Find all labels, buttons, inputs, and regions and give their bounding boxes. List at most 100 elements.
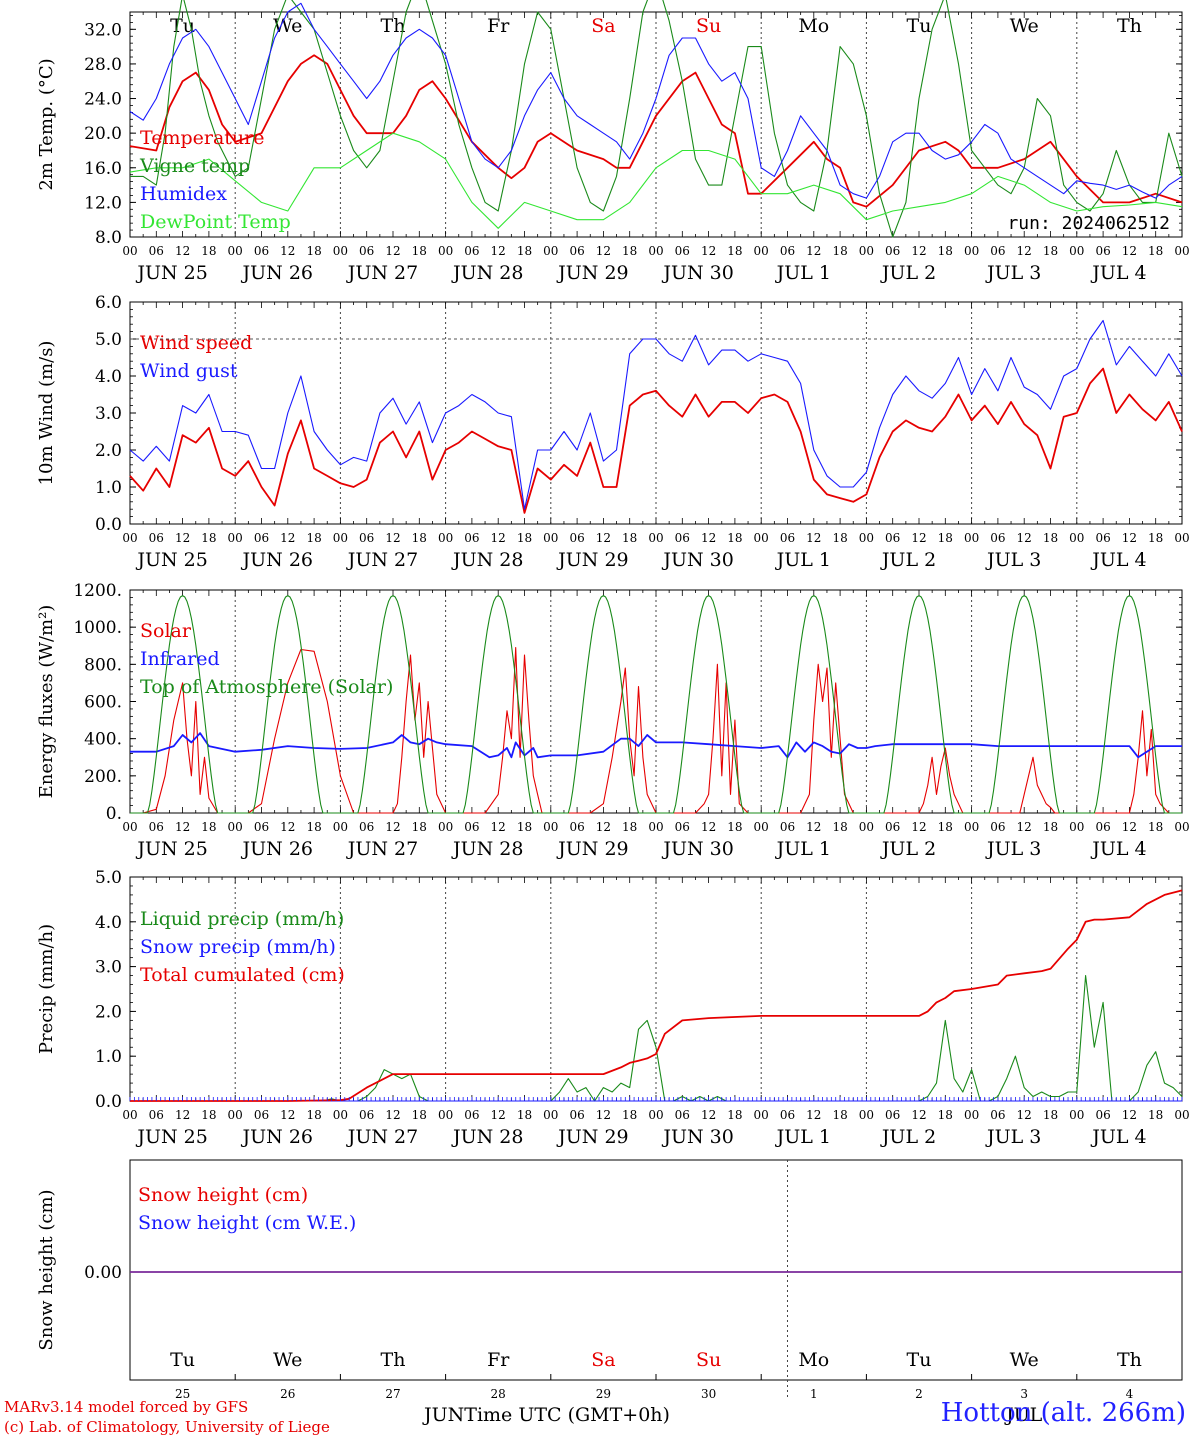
- hour-label: 12: [175, 820, 190, 834]
- hour-label: 18: [1043, 531, 1058, 545]
- day-label: JUN 28: [451, 549, 523, 571]
- day-label: JUN 25: [135, 549, 207, 571]
- hour-label: 12: [806, 1108, 821, 1122]
- day-number: 30: [701, 1387, 716, 1401]
- hour-label: 06: [569, 1108, 584, 1122]
- hour-label: 18: [201, 820, 216, 834]
- y-tick-label: 400.: [84, 730, 122, 750]
- hour-label: 06: [359, 244, 374, 258]
- weekday-label: We: [273, 1349, 302, 1371]
- hour-label: 00: [859, 244, 874, 258]
- hour-label: 12: [701, 820, 716, 834]
- hour-label: 00: [1174, 531, 1189, 545]
- hour-label: 12: [385, 531, 400, 545]
- hour-label: 06: [675, 820, 690, 834]
- legend-entry: Snow height (cm): [138, 1184, 308, 1206]
- hour-label: 06: [569, 244, 584, 258]
- weekday-label: Th: [381, 1349, 406, 1371]
- hour-label: 00: [438, 820, 453, 834]
- hour-label: 00: [1174, 1108, 1189, 1122]
- model-credit: MARv3.14 model forced by GFS: [4, 1398, 249, 1416]
- hour-label: 18: [1043, 1108, 1058, 1122]
- hour-label: 00: [543, 1108, 558, 1122]
- weekday-label: Th: [1117, 15, 1142, 37]
- hour-label: 18: [412, 1108, 427, 1122]
- y-tick-label: 12.0: [84, 193, 122, 213]
- weekday-label: Th: [1117, 1349, 1142, 1371]
- day-label: JUN 26: [241, 262, 313, 284]
- hour-label: 06: [149, 820, 164, 834]
- hour-label: 06: [885, 1108, 900, 1122]
- hour-label: 18: [622, 1108, 637, 1122]
- weekday-label: Mo: [798, 15, 829, 37]
- day-label: JUN 27: [346, 838, 418, 860]
- hour-label: 06: [1095, 244, 1110, 258]
- legend-entry: Infrared: [140, 648, 220, 670]
- hour-label: 00: [228, 1108, 243, 1122]
- hour-label: 06: [464, 820, 479, 834]
- hour-label: 00: [648, 820, 663, 834]
- weekday-label: We: [273, 15, 302, 37]
- station-name: Hotton (alt. 266m): [940, 1398, 1186, 1428]
- weekday-label: Fr: [487, 15, 510, 37]
- y-tick-label: 0.00: [84, 1263, 122, 1283]
- hour-label: 12: [491, 820, 506, 834]
- day-number: 25: [175, 1387, 190, 1401]
- hour-label: 00: [754, 244, 769, 258]
- series-line-3: [129, 2, 1183, 199]
- hour-label: 00: [1174, 244, 1189, 258]
- hour-label: 18: [517, 244, 532, 258]
- hour-label: 12: [175, 244, 190, 258]
- hour-label: 12: [596, 244, 611, 258]
- y-axis-label: Energy fluxes (W/m²): [36, 605, 57, 799]
- hour-label: 00: [754, 820, 769, 834]
- hour-label: 00: [754, 1108, 769, 1122]
- weekday-label: Th: [381, 15, 406, 37]
- hour-label: 06: [254, 244, 269, 258]
- day-number: 27: [385, 1387, 400, 1401]
- hour-label: 18: [1043, 820, 1058, 834]
- hour-label: 12: [280, 1108, 295, 1122]
- hour-label: 18: [306, 531, 321, 545]
- hour-label: 00: [1069, 531, 1084, 545]
- legend-entry: Wind gust: [140, 360, 238, 382]
- hour-label: 12: [911, 820, 926, 834]
- y-tick-label: 32.0: [84, 20, 122, 40]
- hour-label: 12: [280, 820, 295, 834]
- hour-label: 12: [911, 1108, 926, 1122]
- panel-1: 00 06 12 18 00 06 12 18 00 06 12 18 00 06 12 18 00 06 12 18…: [36, 0, 1190, 284]
- hour-label: 18: [1043, 244, 1058, 258]
- hour-label: 00: [438, 244, 453, 258]
- hour-label: 18: [201, 244, 216, 258]
- day-label: JUN 29: [556, 838, 628, 860]
- hour-label: 18: [727, 820, 742, 834]
- hour-label: 12: [911, 531, 926, 545]
- hour-label: 12: [385, 820, 400, 834]
- day-label: JUL 2: [880, 838, 936, 860]
- hour-label: 00: [438, 1108, 453, 1122]
- series-line-1: [129, 54, 1183, 208]
- day-label: JUN 25: [135, 1126, 207, 1148]
- hour-label: 00: [964, 1108, 979, 1122]
- hour-label: 06: [569, 820, 584, 834]
- legend-entry: Solar: [140, 620, 192, 642]
- hour-label: 06: [990, 244, 1005, 258]
- hour-label: 12: [1122, 1108, 1137, 1122]
- hour-label: 00: [648, 244, 663, 258]
- hour-label: 06: [464, 244, 479, 258]
- hour-label: 06: [464, 531, 479, 545]
- hour-label: 00: [122, 244, 137, 258]
- series-line-3: [130, 889, 1183, 1102]
- day-label: JUN 25: [135, 262, 207, 284]
- day-label: JUN 30: [661, 549, 733, 571]
- day-label: JUL 4: [1090, 1126, 1146, 1148]
- x-month-right: JUL: [1006, 1404, 1043, 1426]
- hour-label: 12: [491, 531, 506, 545]
- panel-2: 00 06 12 18 00 06 12 18 00 06 12 18 00 06 12 18 00 06 12 18…: [36, 293, 1190, 571]
- series-line-2: [130, 732, 1182, 759]
- series-line-2: [129, 319, 1183, 510]
- hour-label: 18: [1148, 531, 1163, 545]
- day-label: JUN 27: [346, 1126, 418, 1148]
- hour-label: 06: [149, 531, 164, 545]
